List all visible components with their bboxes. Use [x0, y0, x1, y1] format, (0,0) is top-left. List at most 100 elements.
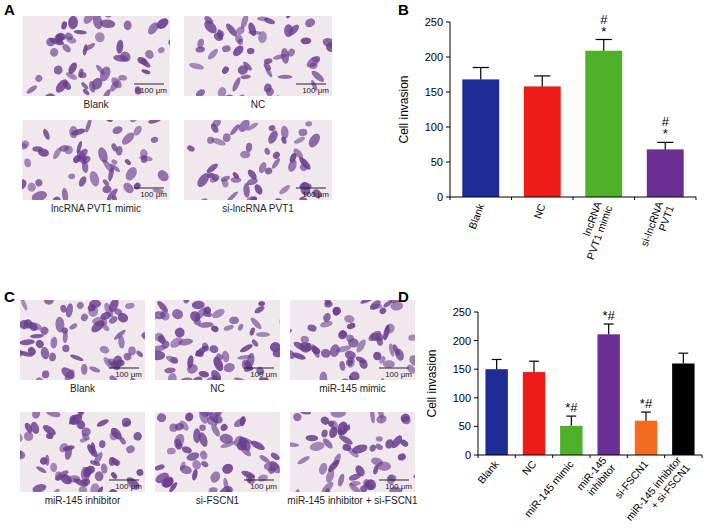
cell — [140, 331, 145, 340]
error-cap — [657, 142, 673, 143]
cell — [263, 147, 270, 156]
y-tick — [474, 369, 478, 370]
cell — [147, 120, 162, 125]
significance-mark: *# — [640, 396, 653, 411]
cell — [332, 308, 339, 317]
y-tick-label: 250 — [425, 16, 443, 28]
label-line: Blank — [466, 201, 487, 230]
scale-bar-label: 100 μm — [115, 482, 142, 491]
panel-label: A — [4, 1, 15, 18]
cell — [118, 74, 128, 81]
error-bar — [641, 412, 651, 421]
micrograph: 100 μm — [284, 382, 424, 521]
micrograph-bg — [155, 412, 280, 492]
cell — [95, 16, 107, 17]
image-caption: Blank — [70, 383, 96, 394]
cell — [240, 74, 251, 79]
cell — [305, 435, 318, 442]
x-tick — [627, 455, 628, 458]
cell — [232, 416, 247, 429]
cell — [220, 462, 235, 476]
cell — [340, 376, 354, 380]
cell — [212, 31, 225, 43]
cell — [383, 360, 395, 368]
cell — [43, 300, 54, 305]
cell — [99, 440, 106, 448]
cell — [262, 61, 272, 72]
cell — [99, 321, 111, 333]
cell — [324, 300, 333, 308]
cell — [205, 162, 219, 175]
cell — [63, 368, 77, 380]
micrograph: 100 μm — [15, 275, 150, 401]
cell — [290, 442, 299, 448]
cell — [222, 45, 232, 53]
cell — [322, 312, 332, 323]
cell — [60, 21, 67, 30]
cell — [287, 158, 299, 173]
cell — [23, 421, 34, 434]
cell — [304, 17, 317, 29]
image-caption: NC — [210, 383, 224, 394]
error-cap — [492, 359, 502, 360]
cells — [22, 120, 170, 200]
cell — [25, 84, 38, 95]
plot-area — [485, 324, 694, 455]
cell — [332, 306, 342, 316]
cell — [307, 323, 318, 332]
x-tick-label: Blank — [475, 457, 502, 485]
cell — [59, 304, 67, 313]
cell — [66, 36, 78, 45]
cell — [225, 190, 239, 200]
cell — [135, 349, 144, 358]
cell — [174, 422, 185, 432]
scale-bar — [109, 480, 139, 481]
cells — [25, 16, 170, 96]
cell — [81, 364, 87, 375]
x-tick — [702, 455, 703, 458]
cell — [136, 468, 145, 477]
error-bar — [657, 142, 673, 149]
cell — [219, 433, 234, 445]
cell — [174, 438, 183, 447]
error-bar — [566, 416, 576, 426]
cell — [257, 16, 269, 21]
cell — [123, 165, 139, 182]
error-bar — [678, 353, 688, 363]
significance-mark: *# — [603, 308, 616, 323]
cell — [75, 301, 85, 311]
cell — [69, 353, 84, 362]
cell — [199, 425, 206, 431]
bar — [485, 369, 507, 455]
cell — [243, 183, 250, 198]
cell — [88, 305, 99, 317]
cell — [305, 54, 323, 70]
micrograph-bg — [290, 300, 415, 380]
cell — [42, 128, 51, 141]
cell — [248, 196, 258, 200]
cell — [115, 146, 123, 156]
x-tick — [590, 455, 591, 458]
cell — [280, 136, 287, 145]
y-tick — [474, 426, 478, 427]
cell — [246, 177, 259, 187]
cell — [125, 444, 136, 455]
error-stem — [571, 416, 572, 426]
y-tick-label: 0 — [465, 449, 471, 461]
y-tick — [446, 197, 450, 198]
cell — [90, 442, 96, 454]
bar — [672, 363, 694, 455]
cell — [189, 62, 205, 71]
panel-label: B — [398, 1, 409, 18]
cell — [96, 418, 110, 429]
cell — [293, 135, 306, 145]
cell — [376, 412, 385, 420]
cell — [121, 181, 135, 196]
cell — [387, 473, 397, 482]
cell — [296, 455, 310, 466]
cell — [399, 412, 411, 423]
cell — [39, 456, 49, 466]
cell — [155, 350, 165, 360]
cell — [326, 458, 341, 474]
cell — [300, 37, 311, 44]
